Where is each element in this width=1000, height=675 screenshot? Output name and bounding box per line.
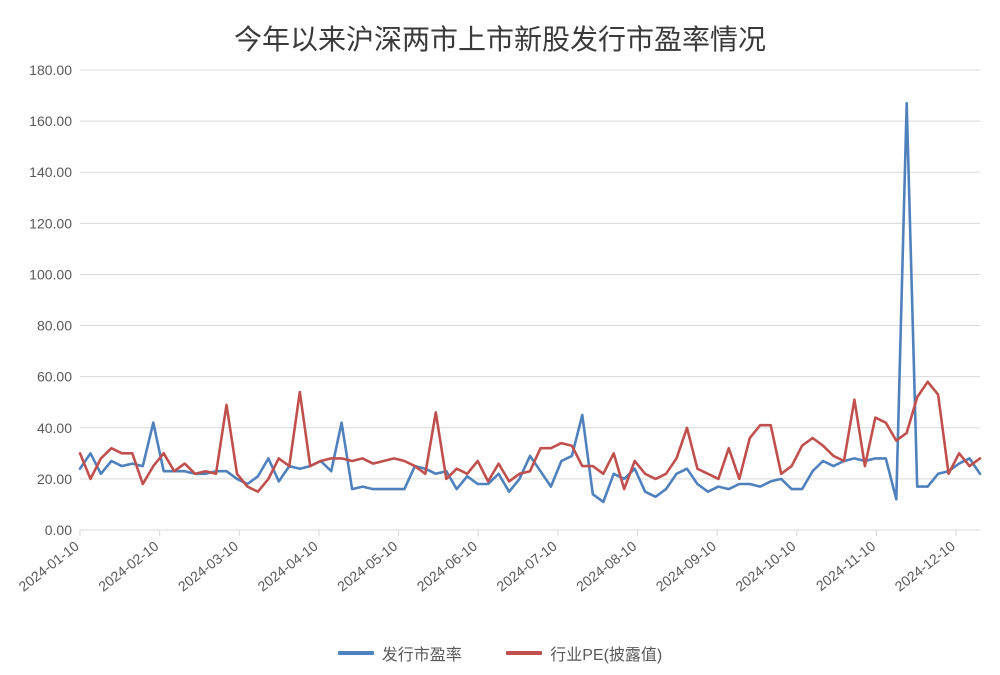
legend-swatch-0	[338, 651, 374, 655]
legend-item-1: 行业PE(披露值)	[506, 641, 662, 665]
series-line-1	[80, 382, 980, 492]
x-tick-label: 2024-12-10	[892, 538, 958, 595]
x-tick-label: 2024-06-10	[414, 538, 480, 595]
legend-label-0: 发行市盈率	[382, 641, 462, 665]
x-tick-label: 2024-01-10	[16, 538, 82, 595]
legend-label-1: 行业PE(披露值)	[550, 641, 662, 665]
x-tick-label: 2024-10-10	[732, 538, 798, 595]
x-tick-label: 2024-08-10	[573, 538, 639, 595]
y-tick-label: 100.00	[29, 266, 72, 282]
chart-svg: 0.00 20.00 40.00 60.00 80.00 100.00 120.00 140.…	[0, 0, 1000, 675]
series-line-0	[80, 103, 980, 502]
legend-item-0: 发行市盈率	[338, 641, 462, 665]
x-tick-label: 2024-02-10	[95, 538, 161, 595]
y-tick-label: 180.00	[29, 62, 72, 78]
y-tick-label: 80.00	[37, 318, 72, 334]
y-tick-label: 0.00	[45, 522, 72, 538]
legend: 发行市盈率 行业PE(披露值)	[0, 641, 1000, 665]
x-tick-label: 2024-07-10	[493, 538, 559, 595]
y-tick-label: 20.00	[37, 471, 72, 487]
chart-container: 今年以来沪深两市上市新股发行市盈率情况 0.00 20.00 40.00 60.00 8…	[0, 0, 1000, 675]
x-tick-label: 2024-05-10	[334, 538, 400, 595]
y-tick-label: 40.00	[37, 420, 72, 436]
x-tick-label: 2024-03-10	[175, 538, 241, 595]
y-tick-label: 140.00	[29, 164, 72, 180]
legend-swatch-1	[506, 651, 542, 655]
y-tick-label: 160.00	[29, 113, 72, 129]
y-tick-label: 60.00	[37, 369, 72, 385]
x-tick-label: 2024-04-10	[254, 538, 320, 595]
chart-title: 今年以来沪深两市上市新股发行市盈率情况	[0, 18, 1000, 58]
x-tick-label: 2024-09-10	[653, 538, 719, 595]
y-tick-label: 120.00	[29, 215, 72, 231]
x-tick-label: 2024-11-10	[813, 538, 879, 594]
